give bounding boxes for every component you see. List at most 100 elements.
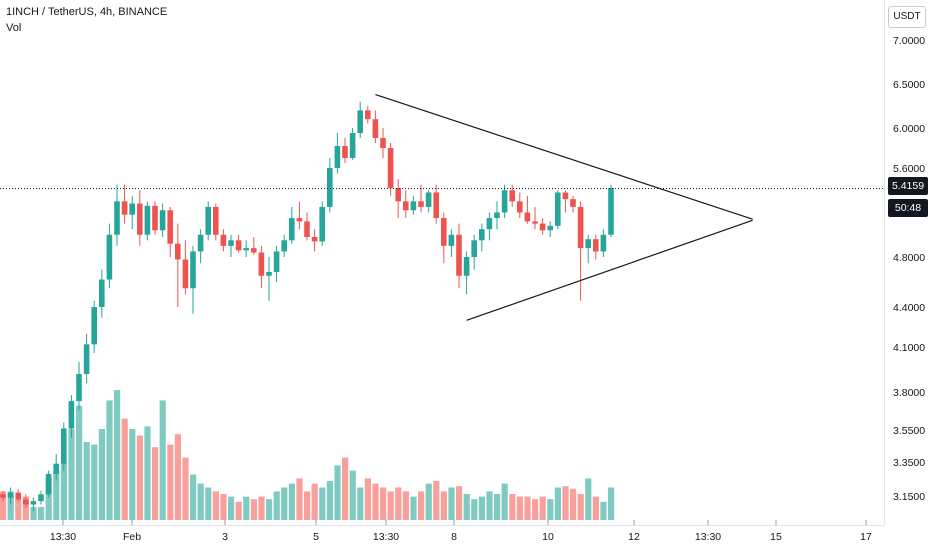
candle[interactable] <box>0 490 6 502</box>
candle[interactable] <box>304 212 310 241</box>
time-tick-label: 13:30 <box>50 531 76 543</box>
candle[interactable] <box>251 236 257 255</box>
volume-bar <box>53 470 60 520</box>
candle[interactable] <box>83 333 90 383</box>
candle[interactable] <box>137 190 143 246</box>
candle-body <box>68 401 75 429</box>
candle[interactable] <box>45 470 52 498</box>
trendline-upper[interactable] <box>375 93 753 220</box>
candle[interactable] <box>403 190 409 219</box>
volume-bar <box>380 487 387 520</box>
volume-bar <box>334 465 341 520</box>
candle[interactable] <box>555 190 561 230</box>
candle[interactable] <box>349 128 356 160</box>
candle[interactable] <box>311 229 318 252</box>
candles <box>0 101 614 512</box>
price-tick-label: 4.4000 <box>893 302 925 314</box>
candle[interactable] <box>296 201 303 230</box>
candle[interactable] <box>562 190 569 213</box>
candle[interactable] <box>319 201 325 246</box>
candle[interactable] <box>197 229 204 264</box>
trendline-lower[interactable] <box>466 219 753 321</box>
candle[interactable] <box>121 184 128 224</box>
volume-indicator-label[interactable]: Vol <box>6 22 22 34</box>
candle[interactable] <box>524 195 531 224</box>
candle[interactable] <box>585 234 591 264</box>
candle[interactable] <box>30 497 37 512</box>
candle-body <box>471 240 477 257</box>
candle[interactable] <box>281 234 287 257</box>
candle[interactable] <box>334 133 341 174</box>
candle[interactable] <box>7 487 14 505</box>
candle[interactable] <box>266 257 272 301</box>
candle[interactable] <box>235 234 242 253</box>
candle[interactable] <box>15 489 21 502</box>
volume-bar <box>516 496 523 520</box>
volume-bar <box>98 429 105 520</box>
candle[interactable] <box>190 245 196 314</box>
candle[interactable] <box>106 223 113 289</box>
candle[interactable] <box>205 201 211 241</box>
currency-button[interactable]: USDT <box>888 6 926 28</box>
candle[interactable] <box>425 190 432 213</box>
candle[interactable] <box>144 201 151 241</box>
candle[interactable] <box>501 184 508 219</box>
candle[interactable] <box>410 195 417 215</box>
candle[interactable] <box>608 184 614 237</box>
candle[interactable] <box>380 128 386 158</box>
candle[interactable] <box>494 201 500 230</box>
candle[interactable] <box>167 206 173 257</box>
candle[interactable] <box>448 229 455 257</box>
candle[interactable] <box>182 240 189 295</box>
candle[interactable] <box>129 195 135 230</box>
candle[interactable] <box>539 218 546 235</box>
candle[interactable] <box>258 245 265 289</box>
candle[interactable] <box>441 212 447 264</box>
candle[interactable] <box>532 206 538 230</box>
candle[interactable] <box>433 184 439 224</box>
candle[interactable] <box>213 203 219 241</box>
candle[interactable] <box>53 454 59 481</box>
candle[interactable] <box>593 234 599 260</box>
candle[interactable] <box>517 192 523 219</box>
candle[interactable] <box>152 201 158 235</box>
price-tick-label: 6.5000 <box>893 79 925 91</box>
candle[interactable] <box>327 158 333 213</box>
candle[interactable] <box>175 223 181 307</box>
candle[interactable] <box>600 229 607 257</box>
candle[interactable] <box>38 490 44 505</box>
candle[interactable] <box>456 223 462 289</box>
candle[interactable] <box>159 203 166 237</box>
candle[interactable] <box>68 395 75 438</box>
candle-body <box>585 239 591 249</box>
candle[interactable] <box>76 362 82 411</box>
candle[interactable] <box>228 234 234 257</box>
candle[interactable] <box>273 245 280 282</box>
candle[interactable] <box>577 201 584 301</box>
candle[interactable] <box>23 494 29 508</box>
candle[interactable] <box>471 234 477 270</box>
candle[interactable] <box>114 184 120 246</box>
candle[interactable] <box>418 184 424 213</box>
candle[interactable] <box>509 184 515 207</box>
candle[interactable] <box>243 240 249 257</box>
candle[interactable] <box>395 179 401 219</box>
candle[interactable] <box>547 221 553 237</box>
candle[interactable] <box>486 212 493 241</box>
candle[interactable] <box>61 422 67 471</box>
candle[interactable] <box>372 110 379 143</box>
candle[interactable] <box>220 229 227 252</box>
candle[interactable] <box>99 269 105 318</box>
candle[interactable] <box>365 106 371 124</box>
symbol-title[interactable]: 1INCH / TetherUS, 4h, BINANCE <box>6 6 168 18</box>
candle[interactable] <box>342 138 348 163</box>
candle[interactable] <box>387 143 394 196</box>
candle-body <box>23 499 29 505</box>
candle[interactable] <box>357 101 363 138</box>
candle[interactable] <box>479 223 485 252</box>
candle[interactable] <box>570 195 576 213</box>
candle[interactable] <box>289 206 295 244</box>
candle[interactable] <box>91 300 97 353</box>
candle[interactable] <box>463 251 470 295</box>
